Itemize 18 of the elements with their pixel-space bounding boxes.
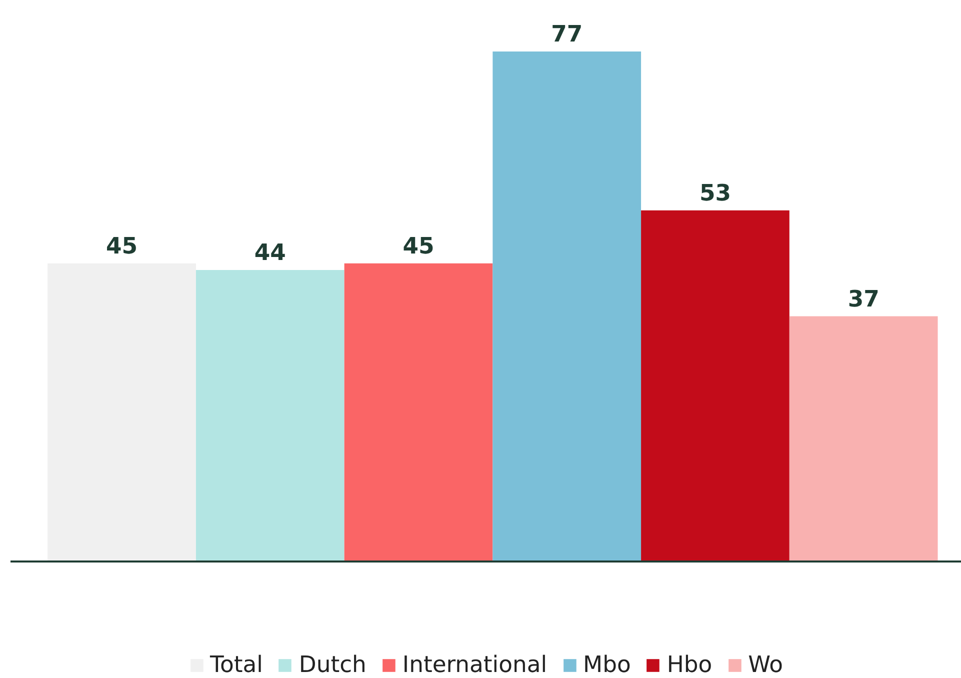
legend-label: Mbo [583, 652, 631, 678]
bar [492, 51, 642, 562]
data-label: 45 [402, 233, 434, 260]
legend-label: Hbo [666, 652, 712, 678]
data-label: 44 [254, 240, 286, 266]
bar [789, 316, 938, 562]
bar [641, 210, 790, 562]
legend-label: Dutch [298, 652, 366, 678]
bar [196, 270, 344, 562]
data-label: 37 [848, 286, 880, 312]
data-label: 45 [106, 233, 138, 260]
legend-label: Total [210, 652, 263, 678]
data-label: 77 [551, 21, 583, 48]
legend-label: Wo [748, 652, 784, 678]
data-label: 53 [699, 180, 731, 206]
bar [344, 263, 493, 562]
bar [48, 263, 196, 562]
legend-label: International [402, 652, 548, 678]
